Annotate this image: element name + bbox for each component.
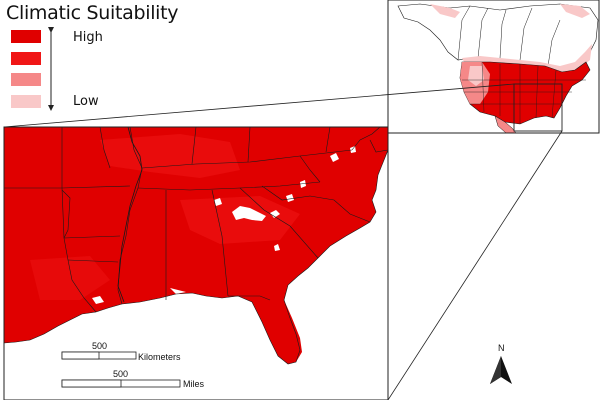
southeast-us-landmass xyxy=(4,127,388,364)
legend-low-label: Low xyxy=(73,94,99,109)
scale-bar-km xyxy=(61,351,137,360)
scale-km-value: 500 xyxy=(92,341,107,351)
scale-mi-value: 500 xyxy=(113,369,128,379)
legend-swatch-4 xyxy=(11,95,41,108)
scale-mi-unit: Miles xyxy=(183,379,205,389)
inset-zoom-box xyxy=(513,83,563,132)
legend-swatch-1 xyxy=(11,30,41,43)
legend-swatch-2 xyxy=(11,52,41,65)
scale-km-unit: Kilometers xyxy=(138,352,181,362)
connector-line-right xyxy=(387,130,563,400)
inset-us-landmass xyxy=(459,61,591,125)
inset-map-frame xyxy=(387,0,600,134)
legend-swatch-3 xyxy=(11,73,41,86)
scale-bar-mi xyxy=(61,379,181,388)
legend-title: Climatic Suitability xyxy=(6,2,179,24)
low-suitability-patches xyxy=(92,146,356,304)
legend-high-label: High xyxy=(73,30,103,45)
mississippi-river xyxy=(117,126,143,303)
north-arrow-label: N xyxy=(498,343,505,353)
main-map-frame xyxy=(3,126,389,400)
connector-line-left xyxy=(3,83,515,128)
inset-map xyxy=(388,0,600,134)
